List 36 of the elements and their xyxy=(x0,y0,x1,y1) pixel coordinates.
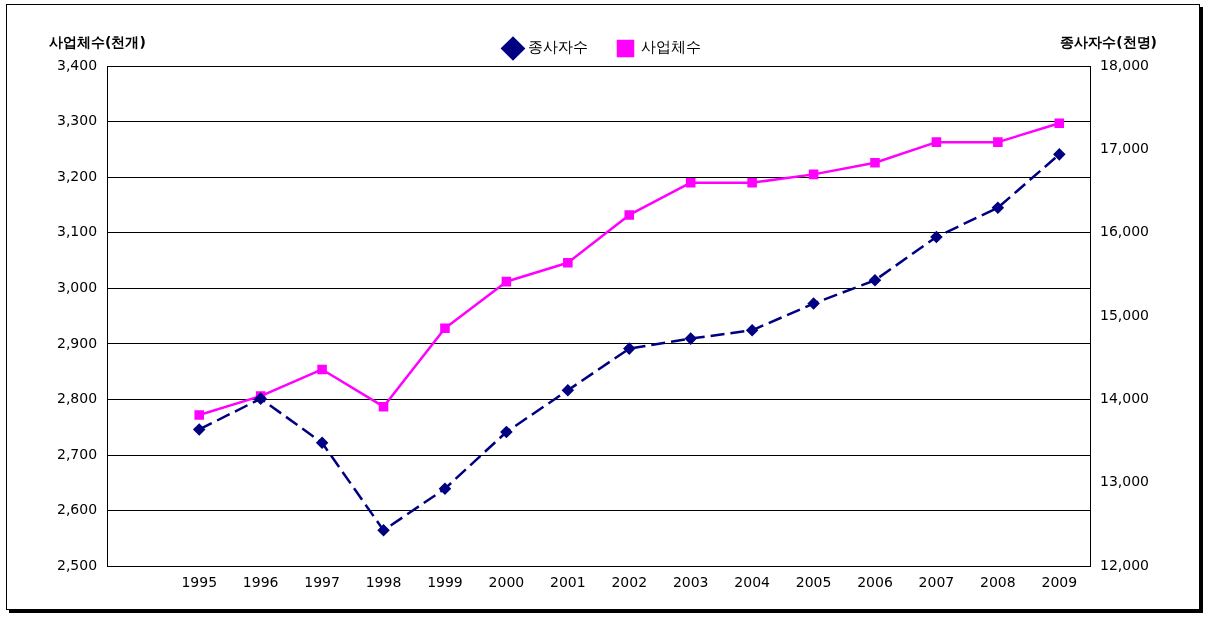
y2-tick-label: 15,000 xyxy=(1100,306,1150,323)
y2-axis-title: 종사자수(천명) xyxy=(1060,33,1157,50)
y2-tick-label: 13,000 xyxy=(1100,473,1150,490)
x-tick-label: 1998 xyxy=(365,574,402,591)
y-tick-label: 3,100 xyxy=(56,223,98,240)
y-tick-label: 2,600 xyxy=(56,501,98,518)
x-tick-label: 2008 xyxy=(980,574,1016,591)
x-tick-label: 2001 xyxy=(550,574,586,591)
y-tick-label: 2,800 xyxy=(56,390,98,407)
x-tick-label: 2002 xyxy=(611,574,648,591)
legend-label: 사업체수 xyxy=(640,38,701,57)
legend-label: 종사자수 xyxy=(528,38,588,57)
y2-tick-label: 17,000 xyxy=(1100,140,1150,157)
x-tick-label: 2007 xyxy=(918,574,955,591)
x-tick-label: 2004 xyxy=(734,574,771,591)
y2-tick-label: 16,000 xyxy=(1100,223,1150,240)
y-tick-label: 2,500 xyxy=(56,556,98,573)
x-tick-label: 2005 xyxy=(795,574,832,591)
x-tick-label: 2009 xyxy=(1041,574,1078,591)
y-tick-label: 3,000 xyxy=(56,278,98,295)
x-tick-label: 1996 xyxy=(242,574,279,591)
y-tick-label: 3,200 xyxy=(56,167,98,184)
y-tick-label: 3,400 xyxy=(56,56,98,73)
y-axis-title: 사업체수(천개) xyxy=(49,33,146,50)
y-tick-label: 2,700 xyxy=(56,445,98,462)
x-tick-label: 1999 xyxy=(427,574,463,591)
y2-tick-label: 12,000 xyxy=(1100,556,1150,573)
x-tick-label: 1997 xyxy=(304,574,340,591)
x-tick-label: 2006 xyxy=(857,574,893,591)
y-tick-label: 3,300 xyxy=(56,112,98,129)
x-tick-label: 2000 xyxy=(488,574,525,591)
y2-tick-label: 18,000 xyxy=(1100,56,1150,73)
y-tick-label: 2,900 xyxy=(56,334,98,351)
y2-tick-label: 14,000 xyxy=(1100,390,1150,407)
x-tick-label: 2003 xyxy=(672,574,709,591)
x-tick-label: 1995 xyxy=(181,574,218,591)
